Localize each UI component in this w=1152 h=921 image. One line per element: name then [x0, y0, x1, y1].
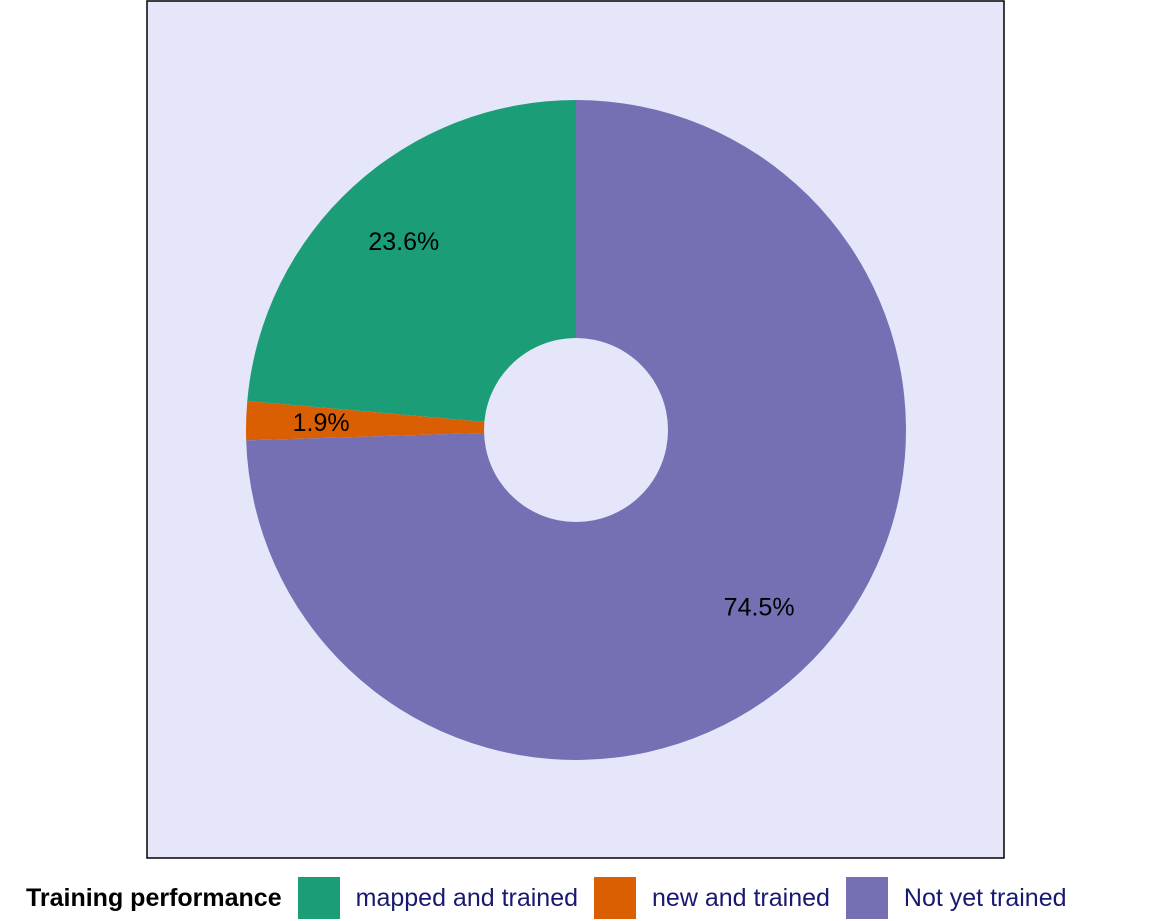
- legend-title: Training performance: [26, 883, 282, 912]
- legend-swatch-mapped-and-trained: [297, 877, 340, 919]
- legend-item-mapped-and-trained: mapped and trained: [297, 877, 579, 919]
- legend-swatch-new-and-trained: [594, 877, 637, 919]
- legend-item-not-yet-trained: Not yet trained: [845, 877, 1067, 919]
- legend: Training performance mapped and trained …: [26, 876, 1083, 920]
- slice-labels-group: 23.6% 1.9% 74.5%: [293, 228, 795, 622]
- legend-label-mapped-and-trained: mapped and trained: [355, 883, 579, 912]
- slice-label-new-and-trained: 1.9%: [293, 409, 350, 437]
- slice-mapped-and-trained: [247, 100, 576, 430]
- slice-label-mapped-and-trained: 23.6%: [368, 228, 439, 256]
- legend-swatch-not-yet-trained: [845, 877, 888, 919]
- donut-hole: [484, 338, 668, 522]
- legend-label-new-and-trained: new and trained: [652, 883, 830, 912]
- legend-label-not-yet-trained: Not yet trained: [903, 883, 1067, 912]
- slice-label-not-yet-trained: 74.5%: [724, 593, 795, 621]
- legend-item-new-and-trained: new and trained: [594, 877, 830, 919]
